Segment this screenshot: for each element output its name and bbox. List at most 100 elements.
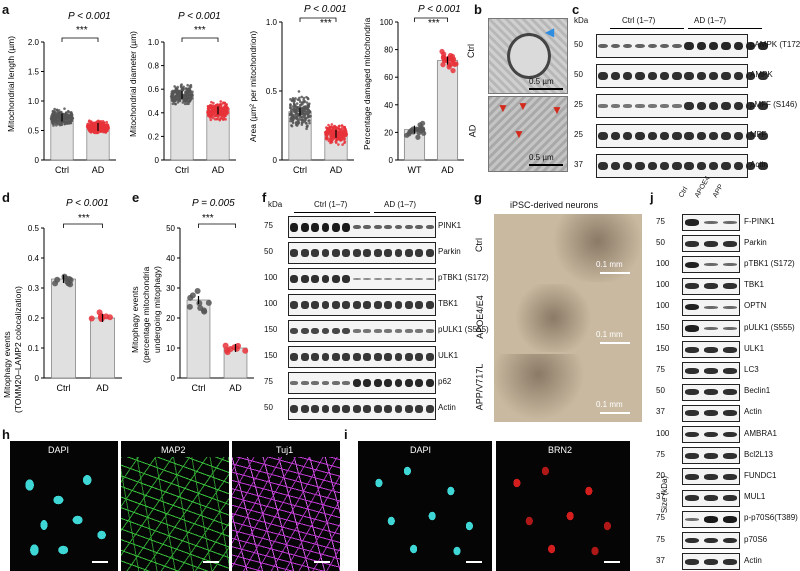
data-point: [219, 112, 223, 116]
significance-bracket: [299, 17, 337, 22]
e-stars: ***: [202, 213, 214, 224]
data-point: [305, 125, 309, 128]
blot-label: MUL1: [744, 492, 766, 502]
band: [696, 161, 707, 171]
band: [685, 431, 700, 438]
e-ylabel-2: (percentage mitochondria: [141, 266, 151, 363]
data-point: [223, 110, 226, 114]
data-point: [298, 118, 301, 121]
dapi-nuclei: [20, 465, 116, 565]
data-point: [222, 117, 225, 120]
data-point: [289, 106, 293, 110]
band: [709, 71, 719, 81]
data-point: [292, 108, 295, 111]
data-point: [222, 342, 229, 349]
blot-label: FUNDC1: [744, 470, 777, 480]
y-tick-label: 50: [166, 224, 175, 233]
data-point: [338, 134, 342, 137]
j-col-ctrl: Ctrl: [677, 186, 690, 199]
y-tick-label: 0: [155, 156, 160, 165]
size-marker: 150: [264, 351, 278, 360]
data-point: [301, 116, 304, 119]
band: [425, 301, 434, 309]
size-marker: 75: [656, 534, 665, 544]
band: [363, 405, 372, 413]
data-point: [98, 315, 105, 322]
band: [425, 329, 434, 333]
scale-bar: [203, 561, 219, 563]
data-point: [291, 98, 294, 102]
band: [404, 278, 413, 280]
diameter-chart: Mitochondrial diameter (µm) P < 0.001 **…: [128, 11, 236, 175]
band: [311, 353, 320, 361]
g-row-app: APP/V717L: [474, 363, 485, 411]
band: [300, 381, 309, 385]
data-point: [50, 114, 53, 118]
blot-strip: [682, 532, 740, 549]
h-dapi-image: DAPI: [10, 441, 118, 571]
band: [311, 381, 320, 385]
data-point: [95, 131, 99, 135]
data-point: [450, 68, 456, 74]
band: [290, 353, 299, 361]
data-point: [183, 102, 187, 106]
length-chart: Mitochondrial length (µm) P < 0.001 *** …: [6, 11, 116, 175]
y-tick-label: 1.5: [28, 68, 40, 77]
band: [363, 353, 372, 361]
band: [696, 41, 707, 51]
band: [647, 131, 657, 141]
blot-label: F-PINK1: [744, 216, 775, 226]
band: [722, 495, 737, 501]
size-marker: 75: [264, 377, 273, 386]
blot-label: p-p70S6(T389): [744, 513, 798, 523]
data-point: [300, 123, 304, 126]
data-point: [186, 88, 190, 92]
data-point: [341, 131, 345, 134]
band: [685, 452, 700, 459]
data-point: [69, 119, 73, 122]
band: [703, 240, 719, 247]
data-point: [337, 143, 340, 146]
data-point: [298, 96, 301, 100]
i-nuclei: [364, 461, 488, 561]
stars-diameter: ***: [194, 25, 206, 36]
data-point: [57, 112, 61, 116]
blot-strip: [288, 398, 436, 420]
data-point: [421, 130, 427, 136]
blot-label: LC3: [744, 364, 759, 374]
y-tick-label: 40: [384, 101, 393, 110]
data-point: [60, 122, 63, 125]
em-ad-image: ▼ ▼ ▼ ▼ 0.5 µm: [488, 96, 568, 172]
data-point: [208, 104, 212, 107]
band: [300, 405, 309, 413]
data-point: [53, 107, 56, 111]
band: [352, 405, 361, 413]
size-marker: 100: [264, 273, 278, 282]
band: [342, 381, 351, 385]
data-point: [291, 114, 294, 118]
band: [425, 224, 434, 230]
band: [331, 222, 340, 232]
data-point: [88, 315, 95, 322]
x-tick-label: Ctrl: [55, 165, 69, 175]
data-point: [330, 123, 334, 126]
significance-bracket: [61, 37, 99, 42]
panel-label-f: f: [262, 190, 267, 205]
band: [722, 410, 737, 417]
ylabel-diameter: Mitochondrial diameter (µm): [128, 31, 138, 137]
y-tick-label: 10: [166, 344, 175, 353]
data-point: [305, 95, 308, 99]
scale-bar: [604, 561, 620, 563]
data-point: [190, 92, 194, 96]
band: [635, 71, 645, 81]
band: [703, 263, 719, 267]
band: [721, 41, 731, 51]
blot-label: pTBK1 (S172): [744, 258, 795, 268]
data-point: [63, 122, 66, 126]
blot-strip: [596, 94, 768, 118]
blot-strip: [682, 214, 740, 231]
data-point: [70, 115, 73, 119]
e-ylabel-1: Mitophagy events: [130, 286, 140, 353]
c-ad-header: AD (1–7): [694, 16, 727, 25]
data-point: [302, 109, 305, 113]
